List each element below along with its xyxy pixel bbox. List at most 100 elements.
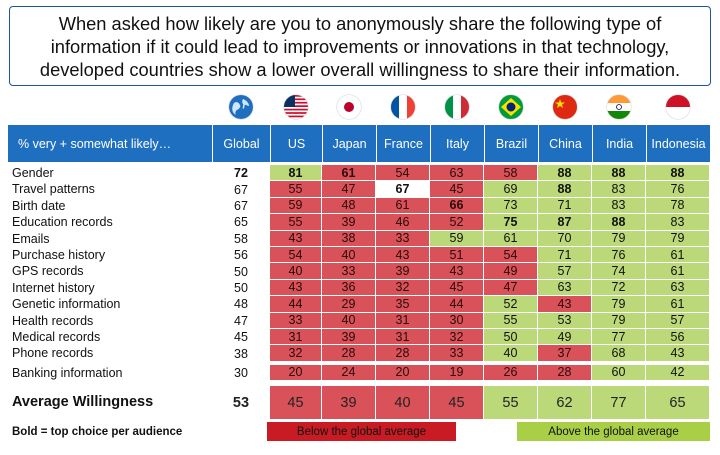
table-cell: 38 bbox=[234, 346, 248, 361]
table-cell: 57 bbox=[538, 263, 592, 280]
table-cell: 47 bbox=[484, 279, 538, 297]
table-cell: 40 bbox=[322, 312, 376, 329]
table-cell: 88 bbox=[592, 165, 646, 182]
table-cell: 33 bbox=[270, 312, 322, 329]
table-cell: 55 bbox=[484, 312, 538, 329]
average-cell: 40 bbox=[376, 386, 430, 419]
page-title: When asked how likely are you to anonymo… bbox=[39, 12, 681, 80]
title-box: When asked how likely are you to anonymo… bbox=[9, 6, 711, 86]
column-header-france: France bbox=[376, 125, 430, 162]
france-flag-icon bbox=[391, 95, 415, 119]
row-label: Travel patterns bbox=[12, 182, 95, 197]
row-label: Gender bbox=[12, 166, 54, 180]
table-cell: 28 bbox=[376, 345, 430, 362]
table-cell: 31 bbox=[376, 329, 430, 346]
row-label: Medical records bbox=[12, 330, 101, 344]
footnote: Bold = top choice per audience bbox=[12, 426, 183, 438]
table-cell: 50 bbox=[234, 264, 248, 279]
table-cell: 52 bbox=[484, 296, 538, 313]
us-flag-icon bbox=[284, 95, 308, 119]
table-cell: 30 bbox=[234, 365, 248, 380]
table-cell: 38 bbox=[322, 230, 376, 247]
row-label: Phone records bbox=[12, 346, 94, 361]
table-cell: 88 bbox=[538, 165, 592, 182]
brazil-flag-icon bbox=[499, 95, 523, 119]
table-cell: 69 bbox=[484, 181, 538, 198]
table-cell: 81 bbox=[270, 165, 322, 182]
globe-icon bbox=[229, 95, 253, 119]
average-cell: 39 bbox=[322, 386, 376, 419]
table-cell: 75 bbox=[484, 214, 538, 231]
table-cell: 67 bbox=[234, 198, 248, 213]
table-cell: 48 bbox=[234, 297, 248, 312]
table-cell: 28 bbox=[538, 364, 592, 382]
table-cell: 65 bbox=[234, 215, 248, 230]
table-cell: 39 bbox=[376, 263, 430, 280]
average-cell: 77 bbox=[592, 386, 646, 419]
table-cell: 33 bbox=[430, 345, 484, 362]
table-cell: 83 bbox=[646, 214, 710, 231]
indonesia-flag-icon bbox=[666, 95, 690, 119]
table-cell: 58 bbox=[484, 165, 538, 182]
table-cell: 61 bbox=[646, 296, 710, 313]
table-cell: 74 bbox=[592, 263, 646, 280]
table-cell: 71 bbox=[538, 247, 592, 264]
table-cell: 79 bbox=[592, 296, 646, 313]
table-cell: 55 bbox=[270, 214, 322, 231]
column-header-china: China bbox=[538, 125, 592, 162]
table-cell: 37 bbox=[538, 345, 592, 362]
table-cell: 83 bbox=[592, 197, 646, 215]
table-cell: 43 bbox=[430, 263, 484, 280]
table-cell: 70 bbox=[538, 230, 592, 247]
table-cell: 61 bbox=[322, 165, 376, 182]
table-cell: 58 bbox=[234, 231, 248, 246]
table-cell: 43 bbox=[538, 296, 592, 313]
table-cell: 45 bbox=[430, 279, 484, 297]
table-cell: 72 bbox=[234, 166, 248, 181]
row-label: Internet history bbox=[12, 280, 95, 295]
column-header-italy: Italy bbox=[430, 125, 484, 162]
table-cell: 44 bbox=[430, 296, 484, 313]
header-label: % very + somewhat likely… bbox=[8, 125, 212, 162]
average-cell: 53 bbox=[232, 394, 250, 411]
row-label: Genetic information bbox=[12, 297, 121, 312]
table-cell: 88 bbox=[646, 165, 710, 182]
table-cell: 53 bbox=[538, 312, 592, 329]
table-cell: 32 bbox=[270, 345, 322, 362]
row-label: Health records bbox=[12, 313, 94, 328]
row-label: Banking information bbox=[12, 365, 123, 380]
table-cell: 76 bbox=[592, 247, 646, 264]
table-cell: 50 bbox=[484, 329, 538, 346]
table-cell: 31 bbox=[270, 329, 322, 346]
table-cell: 67 bbox=[376, 181, 430, 198]
table-cell: 57 bbox=[646, 312, 710, 329]
table-cell: 61 bbox=[646, 247, 710, 264]
average-label: Average Willingness bbox=[12, 394, 154, 410]
japan-flag-icon bbox=[337, 95, 361, 119]
table-cell: 20 bbox=[270, 364, 322, 382]
table-cell: 33 bbox=[376, 230, 430, 247]
table-cell: 43 bbox=[646, 345, 710, 362]
table-cell: 79 bbox=[592, 312, 646, 329]
table-cell: 88 bbox=[592, 214, 646, 231]
table-cell: 45 bbox=[234, 330, 248, 345]
column-header-india: India bbox=[592, 125, 646, 162]
row-label: Emails bbox=[12, 231, 50, 246]
china-flag-icon bbox=[553, 95, 577, 119]
table-cell: 36 bbox=[322, 279, 376, 297]
table-cell: 63 bbox=[646, 279, 710, 297]
table-cell: 50 bbox=[234, 280, 248, 295]
average-cell: 62 bbox=[538, 386, 592, 419]
column-header-indonesia: Indonesia bbox=[646, 125, 710, 162]
table-cell: 59 bbox=[270, 197, 322, 215]
average-cell: 65 bbox=[646, 386, 710, 419]
table-cell: 61 bbox=[376, 197, 430, 215]
table-cell: 32 bbox=[376, 279, 430, 297]
column-header-global: Global bbox=[212, 125, 270, 162]
italy-flag-icon bbox=[445, 95, 469, 119]
table-cell: 43 bbox=[270, 230, 322, 247]
table-cell: 88 bbox=[538, 181, 592, 198]
table-cell: 49 bbox=[484, 263, 538, 280]
column-header-brazil: Brazil bbox=[484, 125, 538, 162]
average-cell: 45 bbox=[430, 386, 484, 419]
